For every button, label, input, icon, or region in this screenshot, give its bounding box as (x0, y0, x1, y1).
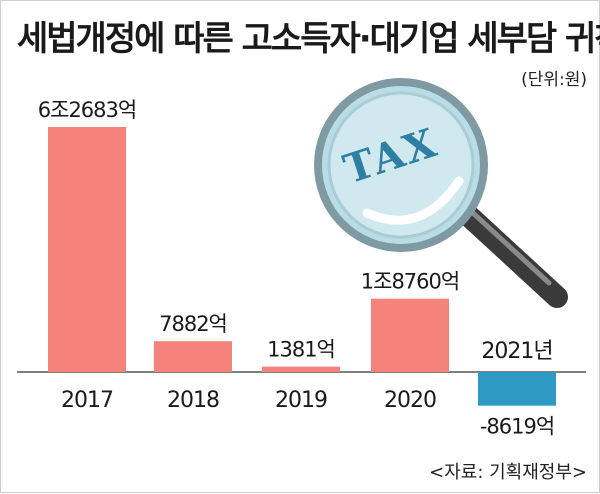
magnifier-handle-highlight (470, 210, 552, 286)
category-label-2018: 2018 (167, 388, 219, 413)
bar-2021년 (478, 372, 556, 406)
category-label-2017: 2017 (61, 388, 113, 413)
magnifier-illustration: TAX (314, 78, 568, 308)
category-label-2021년: 2021년 (481, 339, 552, 364)
bar-2020 (371, 298, 449, 372)
category-label-2019: 2019 (275, 388, 327, 413)
unit-label: (단위:원) (521, 70, 587, 90)
value-label-2020: 1조8760억 (361, 270, 459, 294)
bars-group: 6조2683억 2017 7882억 2018 1381억 2019 1조8760억 2020… (17, 98, 586, 439)
category-label-2020: 2020 (384, 388, 436, 413)
value-label-2017: 6조2683억 (38, 98, 136, 122)
bar-2018 (154, 341, 232, 372)
chart-title: 세법개정에 따른 고소득자·대기업 세부담 귀착 (17, 19, 600, 59)
bar-2019 (262, 366, 340, 372)
bar-2017 (48, 127, 126, 372)
magnifier-handle (458, 205, 568, 308)
source-note: <자료: 기획재정부> (429, 462, 587, 483)
value-label-2019: 1381억 (267, 338, 335, 362)
value-label-2021년: -8619억 (480, 415, 554, 439)
value-label-2018: 7882억 (159, 312, 227, 336)
magnifier-glare (362, 176, 464, 225)
